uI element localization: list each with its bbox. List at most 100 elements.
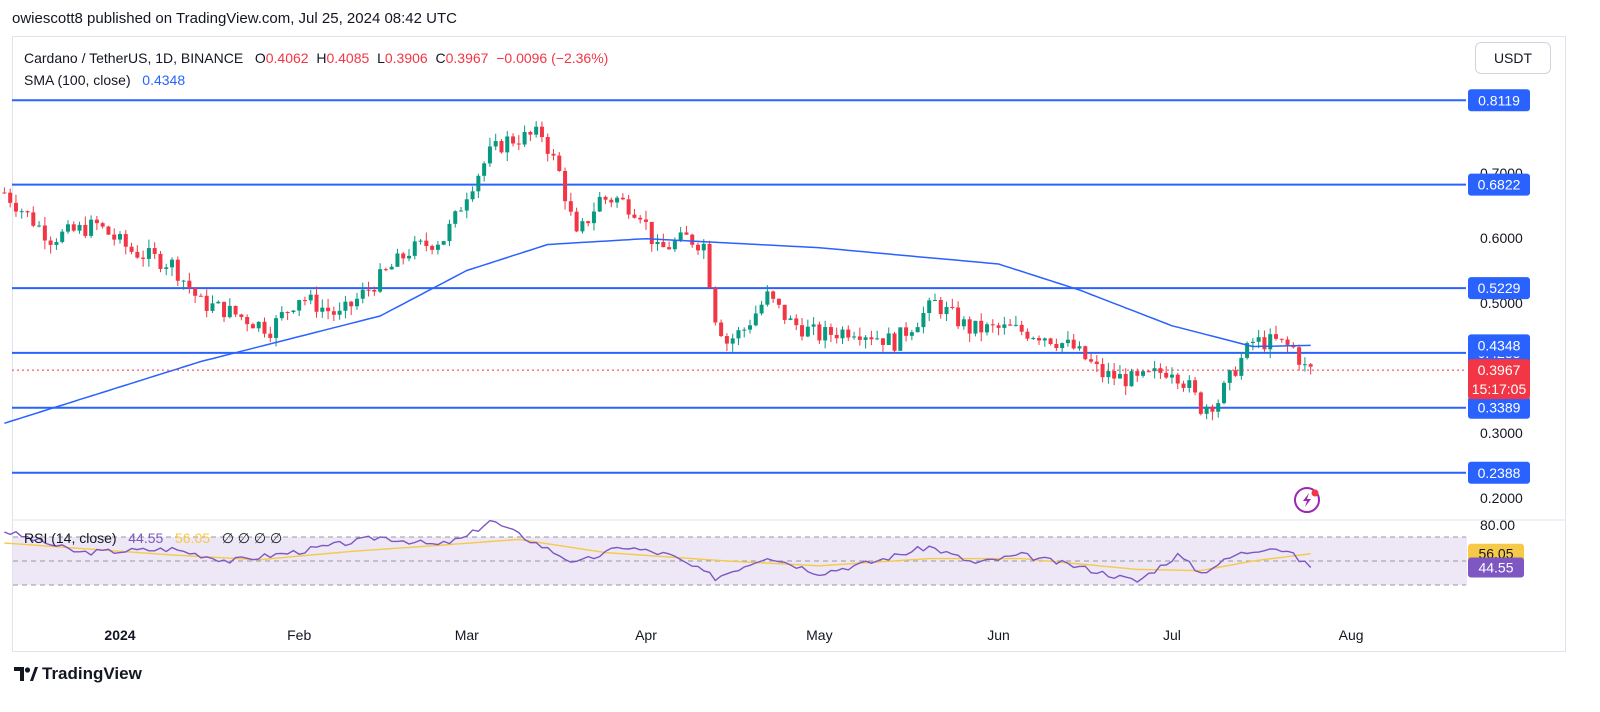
candle-down <box>1308 364 1313 367</box>
chart-frame <box>12 36 1566 652</box>
candle-up <box>164 267 169 269</box>
candle-down <box>141 257 146 259</box>
candle-up <box>308 294 313 301</box>
lightning-icon[interactable] <box>1294 487 1320 513</box>
candle-down <box>568 201 573 212</box>
candle-up <box>932 299 937 301</box>
candle-down <box>690 234 695 245</box>
candle-up <box>256 321 261 329</box>
price-axis-label: 0.3000 <box>1480 425 1523 441</box>
candle-up <box>748 325 753 330</box>
candle-up <box>1216 403 1221 412</box>
candle-down <box>193 288 198 296</box>
candle-up <box>597 196 602 212</box>
candle-up <box>1031 338 1036 340</box>
candle-up <box>742 329 747 331</box>
candle-down <box>782 304 787 320</box>
candle-down <box>950 306 955 308</box>
candle-down <box>632 214 637 218</box>
level-tag <box>1468 173 1530 196</box>
candle-down <box>31 212 36 226</box>
candle-up <box>1002 324 1007 328</box>
candle-down <box>331 311 336 315</box>
last-price-label: 0.3967 <box>1478 362 1521 378</box>
candle-up <box>753 313 758 326</box>
candle-down <box>511 136 516 144</box>
candle-up <box>118 234 122 240</box>
candle-down <box>846 329 851 338</box>
candle-up <box>389 266 394 270</box>
candle-up <box>395 253 400 267</box>
currency-button[interactable]: USDT <box>1475 42 1551 74</box>
candle-down <box>643 219 648 222</box>
candle-down <box>1233 370 1238 376</box>
candle-up <box>274 318 279 338</box>
price-axis-label: 0.6000 <box>1480 230 1523 246</box>
candle-down <box>268 333 273 338</box>
date-axis-label: May <box>806 627 832 643</box>
candle-down <box>609 199 614 203</box>
candle-down <box>175 259 180 281</box>
symbol-label[interactable]: Cardano / TetherUS, 1D, BINANCE <box>24 50 244 66</box>
candle-down <box>2 192 7 194</box>
candle-up <box>759 304 764 314</box>
candle-down <box>123 234 128 247</box>
candle-up <box>77 224 82 231</box>
footer-brand-text: TradingView <box>42 664 142 683</box>
candle-up <box>730 338 735 344</box>
candle-down <box>198 295 203 297</box>
candle-up <box>54 242 59 245</box>
candle-up <box>788 318 793 320</box>
candle-up <box>360 289 365 299</box>
candle-down <box>557 155 562 171</box>
close-label: C <box>435 50 446 66</box>
candle-up <box>216 301 221 304</box>
candle-up <box>487 146 492 164</box>
rsi-label[interactable]: RSI (14, close) <box>24 530 117 546</box>
candle-down <box>1008 324 1013 326</box>
candle-up <box>1245 343 1250 358</box>
candle-up <box>1129 371 1134 387</box>
candle-up <box>1060 343 1065 349</box>
candle-up <box>412 241 417 256</box>
candle-up <box>1221 382 1226 404</box>
footer-brand[interactable]: TradingView <box>14 664 142 684</box>
candle-down <box>135 251 140 258</box>
candle-up <box>337 310 342 315</box>
candle-down <box>667 247 672 250</box>
candle-down <box>222 301 227 318</box>
candle-up <box>863 337 868 340</box>
level-tag-label: 0.2388 <box>1478 465 1521 481</box>
candle-up <box>591 211 596 224</box>
candle-down <box>828 327 833 335</box>
candle-down <box>1193 380 1198 393</box>
candle-down <box>245 317 250 325</box>
candle-down <box>1025 331 1030 339</box>
publisher-line: owiescott8 published on TradingView.com,… <box>12 10 457 27</box>
candle-up <box>1106 371 1111 378</box>
candle-down <box>112 234 117 240</box>
high-value: 0.4085 <box>326 50 370 66</box>
candle-up <box>1227 370 1232 383</box>
candle-down <box>1146 371 1151 373</box>
candle-up <box>915 327 920 333</box>
candle-down <box>834 334 839 339</box>
candle-down <box>620 197 625 200</box>
legend-ohlc-row: Cardano / TetherUS, 1D, BINANCE O0.4062 … <box>24 47 608 69</box>
candle-up <box>447 223 452 242</box>
candle-up <box>655 241 660 245</box>
candle-up <box>459 210 464 212</box>
sma-label[interactable]: SMA (100, close) <box>24 72 131 88</box>
candle-up <box>37 225 42 227</box>
sma-tag <box>1468 334 1530 357</box>
candle-up <box>1077 346 1082 349</box>
candle-down <box>1262 337 1267 350</box>
candle-down <box>430 246 435 250</box>
candle-up <box>1065 339 1070 344</box>
candle-up <box>1302 364 1307 366</box>
candle-down <box>204 295 209 311</box>
candle-down <box>638 217 643 220</box>
candle-down <box>1297 347 1302 365</box>
open-value: 0.4062 <box>265 50 309 66</box>
